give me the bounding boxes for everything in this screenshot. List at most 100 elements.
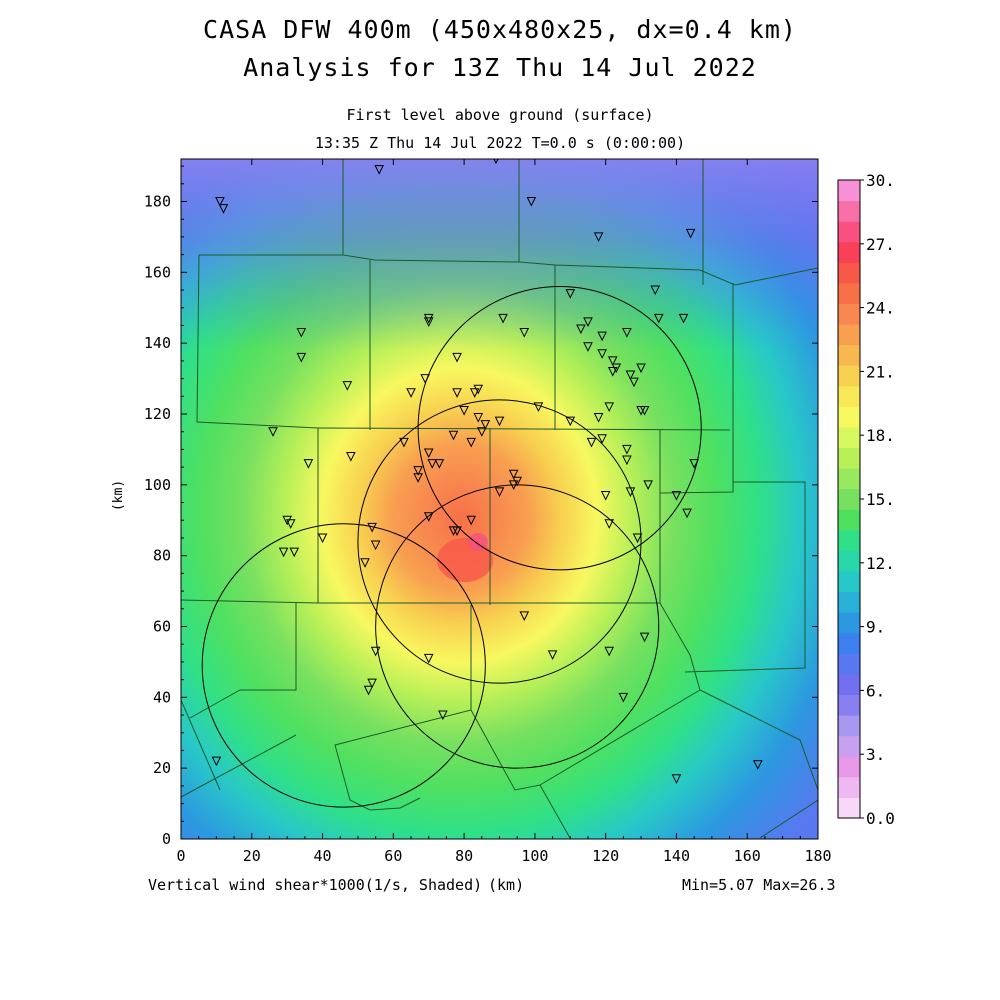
station-marker [469,388,480,398]
station-marker [218,204,229,214]
station-marker [367,678,377,689]
station-marker [622,455,632,466]
station-marker [593,413,604,423]
y-tick-label: 100 [144,476,171,494]
station-marker [597,349,607,359]
field-label: Vertical wind shear*1000(1/s, Shaded) [148,876,483,894]
radar-range-ring [201,523,486,808]
radar-range-ring [417,286,702,571]
colorbar: 0.0 3. 6. 9. 12. 15. 18. 21. 24. 27. 30. [837,171,895,828]
station-marker [452,352,462,363]
colorbar-swatch [838,385,860,407]
station-marker [423,317,434,328]
colorbar-label: 12. [866,554,895,573]
colorbar-swatch [838,653,860,675]
shaded-field [181,159,818,839]
observation-stations [211,159,763,784]
colorbar-swatch [838,694,860,716]
colorbar-swatch [838,735,860,757]
y-tick-label: 0 [162,830,171,848]
station-marker [420,374,430,384]
station-marker [622,328,632,338]
station-marker [434,459,445,469]
station-marker [423,448,434,459]
colorbar-swatch [838,591,860,613]
y-tick-label: 180 [144,193,171,211]
colorbar-swatch [838,509,860,531]
station-marker [459,405,469,416]
station-marker [604,519,615,529]
map-title-line-1: CASA DFW 400m (450x480x25, dx=0.4 km) [203,15,797,44]
map-title-line-2: Analysis for 13Z Thu 14 Jul 2022 [243,53,757,82]
station-marker [342,381,353,391]
station-marker [625,487,636,498]
time-subtitle: 13:35 Z Thu 14 Jul 2022 T=0.0 s (0:00:00… [314,134,686,152]
x-tick-label: 120 [592,847,619,865]
colorbar-label: 9. [866,618,885,637]
colorbar-swatch [838,303,860,325]
colorbar-swatch [838,612,860,634]
x-tick-label: 60 [384,847,402,865]
y-tick-label: 60 [153,618,171,636]
station-marker [494,416,505,427]
station-marker [413,473,423,483]
station-marker [285,519,296,529]
level-subtitle: First level above ground (surface) [346,106,654,124]
station-marker [370,646,381,657]
colorbar-swatch [838,550,860,572]
x-tick-label: 40 [314,847,332,865]
station-marker [289,547,300,558]
colorbar-swatch [838,447,860,469]
station-marker [519,611,530,621]
station-marker [622,444,632,455]
y-tick-label: 160 [144,263,171,281]
station-marker [215,197,225,207]
station-marker [685,228,696,239]
colorbar-swatch [838,756,860,778]
station-marker [593,232,604,243]
x-axis-unit: (km) [488,876,525,894]
station-marker [480,420,491,430]
colorbar-swatch [838,673,860,696]
y-tick-label: 120 [144,405,171,423]
min-max-readout: Min=5.07 Max=26.3 [682,876,836,894]
station-marker [689,459,699,469]
station-marker [508,480,519,490]
x-tick-label: 0 [176,847,185,865]
colorbar-label: 15. [866,490,895,509]
station-marker [607,367,618,377]
station-marker [427,459,438,469]
station-marker [360,558,370,568]
x-tick-label: 180 [804,847,831,865]
station-marker [576,324,586,335]
colorbar-label: 3. [866,745,885,764]
station-marker [533,402,544,413]
colorbar-swatch [838,571,860,593]
station-marker [636,363,646,374]
station-marker [476,427,487,437]
colorbar-swatch [838,180,860,202]
station-marker [452,388,462,398]
station-marker [399,437,409,448]
station-marker [508,469,519,480]
station-marker [583,317,593,328]
colorbar-swatch [838,406,860,428]
station-marker [519,328,530,338]
colorbar-swatch [838,241,860,263]
station-marker [632,533,643,544]
station-marker [597,331,607,342]
colorbar-swatch [838,488,860,510]
station-marker [374,165,384,175]
station-marker [413,466,423,476]
colorbar-label: 21. [866,362,895,381]
y-tick-label: 20 [153,759,171,777]
colorbar-label: 24. [866,299,895,318]
radar-range-ring [357,399,642,684]
x-tick-label: 160 [734,847,761,865]
station-marker [639,405,650,416]
colorbar-label: 0.0 [866,809,895,828]
y-tick-label: 80 [153,547,171,565]
station-marker [268,427,278,437]
station-marker [653,313,664,324]
x-tick-label: 80 [455,847,473,865]
